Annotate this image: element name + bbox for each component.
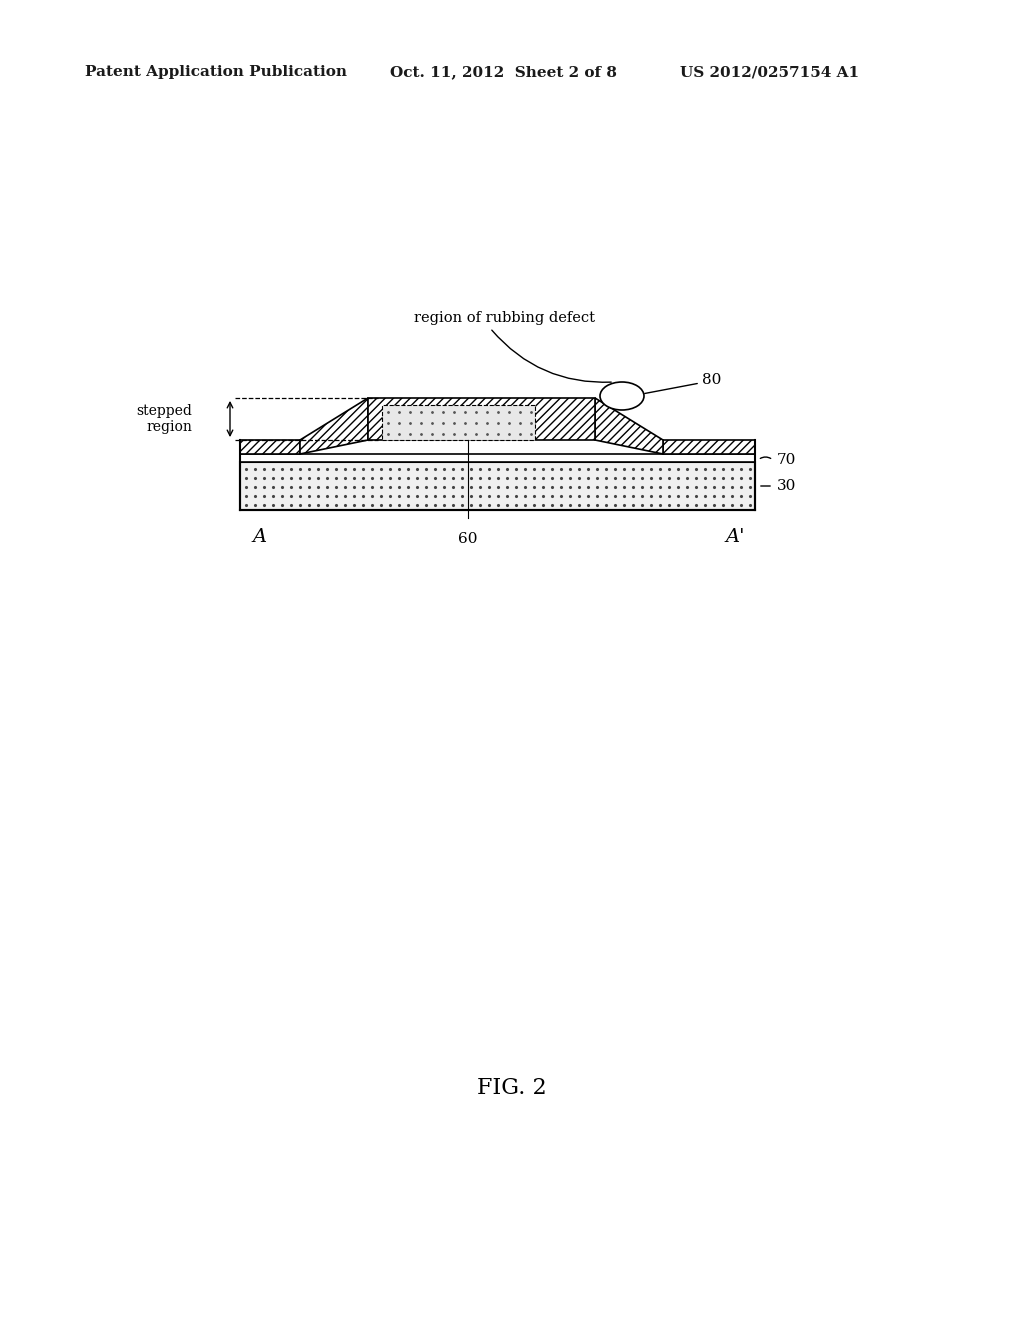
Text: Oct. 11, 2012  Sheet 2 of 8: Oct. 11, 2012 Sheet 2 of 8 — [390, 65, 617, 79]
Polygon shape — [300, 399, 368, 454]
Text: FIG. 2: FIG. 2 — [477, 1077, 547, 1100]
Text: Patent Application Publication: Patent Application Publication — [85, 65, 347, 79]
Text: A: A — [253, 528, 267, 546]
Bar — [240, 462, 755, 510]
Ellipse shape — [600, 381, 644, 411]
Text: US 2012/0257154 A1: US 2012/0257154 A1 — [680, 65, 859, 79]
Text: 60: 60 — [459, 532, 478, 546]
Text: A': A' — [725, 528, 744, 546]
Text: 30: 30 — [777, 479, 797, 492]
Text: region of rubbing defect: region of rubbing defect — [415, 312, 596, 325]
Bar — [240, 440, 300, 454]
Bar — [240, 454, 755, 462]
Bar — [663, 440, 755, 454]
Polygon shape — [595, 399, 663, 454]
Bar — [368, 399, 595, 440]
Text: stepped
region: stepped region — [136, 404, 193, 434]
Bar — [382, 405, 535, 440]
Text: 70: 70 — [777, 453, 797, 467]
Text: 80: 80 — [702, 374, 721, 387]
